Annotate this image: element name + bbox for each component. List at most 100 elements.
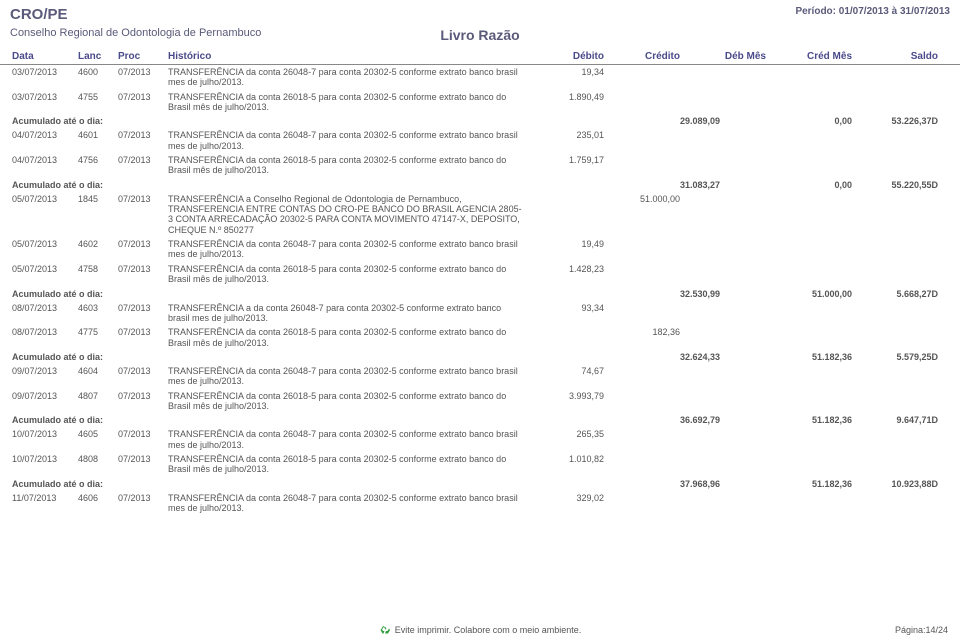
- cell-deb: 74,67: [528, 366, 604, 376]
- cell-proc: 07/2013: [118, 92, 168, 102]
- cell-hist: TRANSFERÊNCIA da conta 26048-7 para cont…: [168, 130, 528, 151]
- acum-row: Acumulado até o dia:36.692,7951.182,369.…: [0, 413, 960, 427]
- cell-hist: TRANSFERÊNCIA da conta 26018-5 para cont…: [168, 155, 528, 176]
- cell-deb: 93,34: [528, 303, 604, 313]
- acum-saldo: 53.226,37D: [852, 116, 938, 126]
- table-row: 11/07/2013460607/2013TRANSFERÊNCIA da co…: [0, 491, 960, 516]
- acum-label: Acumulado até o dia:: [12, 352, 528, 362]
- cell-data: 03/07/2013: [12, 67, 78, 77]
- col-credmes: Créd Mês: [766, 51, 852, 62]
- cell-proc: 07/2013: [118, 366, 168, 376]
- cell-data: 05/07/2013: [12, 239, 78, 249]
- cell-data: 10/07/2013: [12, 454, 78, 464]
- cell-lanc: 4603: [78, 303, 118, 313]
- cell-hist: TRANSFERÊNCIA da conta 26048-7 para cont…: [168, 67, 528, 88]
- cell-lanc: 4775: [78, 327, 118, 337]
- cell-deb: 1.428,23: [528, 264, 604, 274]
- cell-proc: 07/2013: [118, 454, 168, 464]
- cell-lanc: 4602: [78, 239, 118, 249]
- table-row: 10/07/2013480807/2013 TRANSFERÊNCIA da c…: [0, 452, 960, 477]
- acum-saldo: 9.647,71D: [852, 415, 938, 425]
- acum-label: Acumulado até o dia:: [12, 479, 528, 489]
- footer: Evite imprimir. Colabore com o meio ambi…: [0, 624, 960, 636]
- cell-data: 08/07/2013: [12, 303, 78, 313]
- cell-lanc: 4606: [78, 493, 118, 503]
- cell-proc: 07/2013: [118, 327, 168, 337]
- footer-page: Página:14/24: [895, 625, 948, 635]
- cell-hist: TRANSFERÊNCIA da conta 26018-5 para cont…: [168, 454, 528, 475]
- cell-data: 04/07/2013: [12, 155, 78, 165]
- period-label: Período: 01/07/2013 à 31/07/2013: [795, 6, 950, 17]
- acum-row: Acumulado até o dia:37.968,9651.182,3610…: [0, 477, 960, 491]
- acum-credmes: 0,00: [766, 180, 852, 190]
- cell-hist: TRANSFERÊNCIA a Conselho Regional de Odo…: [168, 194, 528, 235]
- cell-hist: TRANSFERÊNCIA da conta 26048-7 para cont…: [168, 493, 528, 514]
- cell-hist: TRANSFERÊNCIA da conta 26018-5 para cont…: [168, 264, 528, 285]
- cell-lanc: 4755: [78, 92, 118, 102]
- col-saldo: Saldo: [852, 51, 938, 62]
- table-row: 05/07/2013460207/2013TRANSFERÊNCIA da co…: [0, 237, 960, 262]
- footer-msg: Evite imprimir. Colabore com o meio ambi…: [395, 625, 582, 635]
- acum-saldo: 55.220,55D: [852, 180, 938, 190]
- acum-debmes: 32.530,99: [680, 289, 766, 299]
- table-row: 03/07/2013460007/2013TRANSFERÊNCIA da co…: [0, 65, 960, 90]
- cell-lanc: 4756: [78, 155, 118, 165]
- cell-lanc: 4600: [78, 67, 118, 77]
- cell-data: 03/07/2013: [12, 92, 78, 102]
- cell-lanc: 4758: [78, 264, 118, 274]
- cell-deb: 19,49: [528, 239, 604, 249]
- cell-hist: TRANSFERÊNCIA da conta 26048-7 para cont…: [168, 366, 528, 387]
- acum-credmes: 0,00: [766, 116, 852, 126]
- cell-deb: 1.890,49: [528, 92, 604, 102]
- col-cred: Crédito: [604, 51, 680, 62]
- cell-lanc: 4604: [78, 366, 118, 376]
- cell-lanc: 4601: [78, 130, 118, 140]
- acum-saldo: 10.923,88D: [852, 479, 938, 489]
- cell-hist: TRANSFERÊNCIA da conta 26018-5 para cont…: [168, 92, 528, 113]
- acum-label: Acumulado até o dia:: [12, 116, 528, 126]
- cell-deb: 1.010,82: [528, 454, 604, 464]
- table-row: 09/07/2013460407/2013TRANSFERÊNCIA da co…: [0, 364, 960, 389]
- cell-deb: 1.759,17: [528, 155, 604, 165]
- cell-data: 04/07/2013: [12, 130, 78, 140]
- cell-data: 05/07/2013: [12, 264, 78, 274]
- cell-hist: TRANSFERÊNCIA da conta 26048-7 para cont…: [168, 239, 528, 260]
- acum-saldo: 5.668,27D: [852, 289, 938, 299]
- table-row: 10/07/2013460507/2013TRANSFERÊNCIA da co…: [0, 427, 960, 452]
- cell-cred: 182,36: [604, 327, 680, 337]
- acum-row: Acumulado até o dia:32.530,9951.000,005.…: [0, 287, 960, 301]
- acum-credmes: 51.000,00: [766, 289, 852, 299]
- table-row: 03/07/2013475507/2013TRANSFERÊNCIA da co…: [0, 90, 960, 115]
- acum-debmes: 36.692,79: [680, 415, 766, 425]
- cell-data: 09/07/2013: [12, 366, 78, 376]
- col-proc: Proc: [118, 51, 168, 62]
- cell-proc: 07/2013: [118, 303, 168, 313]
- cell-proc: 07/2013: [118, 239, 168, 249]
- cell-proc: 07/2013: [118, 67, 168, 77]
- cell-lanc: 4808: [78, 454, 118, 464]
- acum-credmes: 51.182,36: [766, 352, 852, 362]
- table-row: 05/07/2013475807/2013TRANSFERÊNCIA da co…: [0, 262, 960, 287]
- cell-lanc: 4605: [78, 429, 118, 439]
- cell-hist: TRANSFERÊNCIA da conta 26048-7 para cont…: [168, 429, 528, 450]
- table-row: 08/07/2013477507/2013TRANSFERÊNCIA da co…: [0, 325, 960, 350]
- cell-deb: 265,35: [528, 429, 604, 439]
- cell-data: 11/07/2013: [12, 493, 78, 503]
- table-row: 05/07/2013184507/2013TRANSFERÊNCIA a Con…: [0, 192, 960, 237]
- cell-deb: 235,01: [528, 130, 604, 140]
- cell-hist: TRANSFERÊNCIA da conta 26018-5 para cont…: [168, 391, 528, 412]
- acum-row: Acumulado até o dia:29.089,090,0053.226,…: [0, 114, 960, 128]
- cell-proc: 07/2013: [118, 429, 168, 439]
- table-row: 09/07/2013480707/2013TRANSFERÊNCIA da co…: [0, 389, 960, 414]
- cell-data: 09/07/2013: [12, 391, 78, 401]
- acum-debmes: 32.624,33: [680, 352, 766, 362]
- table-row: 04/07/2013460107/2013TRANSFERÊNCIA da co…: [0, 128, 960, 153]
- col-debmes: Déb Mês: [680, 51, 766, 62]
- col-hist: Histórico: [168, 51, 528, 62]
- cell-lanc: 1845: [78, 194, 118, 204]
- cell-proc: 07/2013: [118, 130, 168, 140]
- cell-data: 05/07/2013: [12, 194, 78, 204]
- col-deb: Débito: [528, 51, 604, 62]
- table-row: 08/07/2013460307/2013TRANSFERÊNCIA a da …: [0, 301, 960, 326]
- column-header: Data Lanc Proc Histórico Débito Crédito …: [0, 49, 960, 65]
